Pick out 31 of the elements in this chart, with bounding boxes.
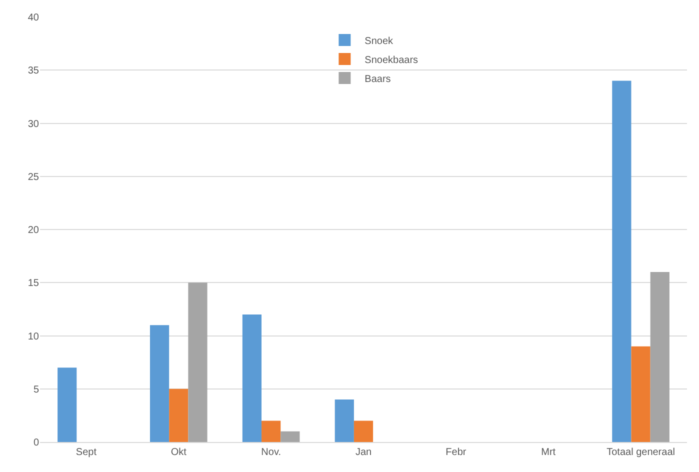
- bar: [188, 282, 208, 442]
- bar: [242, 314, 262, 442]
- x-tick-label: Jan: [355, 447, 372, 458]
- x-tick-label: Okt: [170, 447, 187, 458]
- y-tick-label: 5: [33, 384, 40, 396]
- bar: [280, 431, 300, 442]
- bar: [650, 272, 670, 442]
- x-tick-label: Nov.: [261, 447, 281, 458]
- bar: [58, 368, 77, 442]
- bar: [169, 388, 188, 442]
- y-tick-label: 30: [28, 118, 40, 130]
- bar: [631, 346, 650, 442]
- x-tick-label: Sept: [76, 447, 97, 458]
- y-tick-label: 35: [28, 66, 40, 77]
- x-tick-label: Febr: [446, 447, 467, 458]
- bar: [262, 420, 281, 442]
- y-tick-label: 15: [28, 278, 40, 290]
- x-tick-label: Totaal generaal: [606, 447, 675, 458]
- bar: [354, 420, 374, 442]
- y-tick-label: 0: [33, 438, 40, 448]
- legend-label: Snoekbaars: [364, 54, 418, 66]
- x-tick-label: Mrt: [541, 447, 556, 458]
- y-tick-label: 25: [28, 172, 40, 183]
- legend-label: Snoek: [364, 36, 394, 47]
- bar: [612, 80, 632, 442]
- bar: [334, 400, 354, 442]
- y-tick-label: 20: [28, 225, 40, 236]
- legend-label: Baars: [364, 74, 391, 85]
- y-tick-label: 40: [28, 12, 40, 24]
- bar: [150, 325, 170, 442]
- y-tick-label: 10: [28, 331, 40, 342]
